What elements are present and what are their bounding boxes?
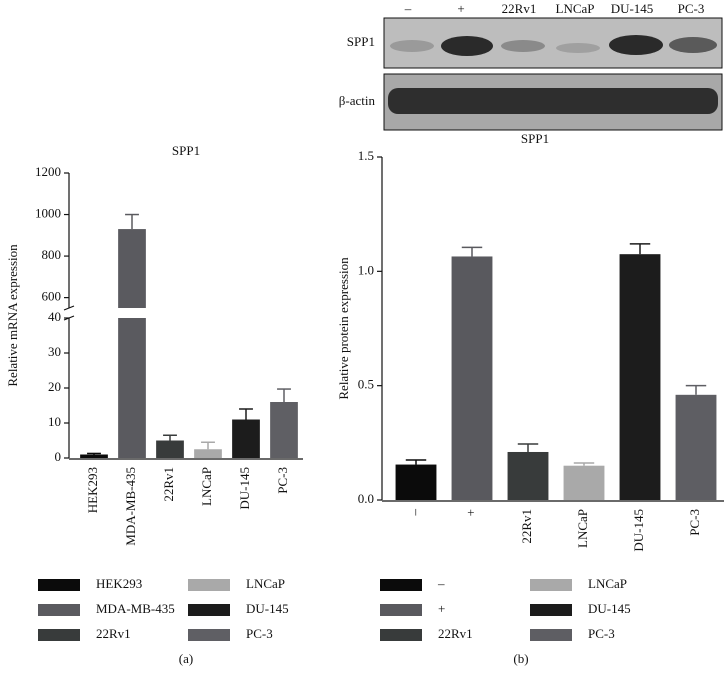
legend-label: – [437,576,445,591]
bar [270,402,298,458]
legend-swatch [38,579,80,591]
y-tick-label: 10 [48,414,61,429]
lane-label: – [404,1,412,16]
x-tick-label: PC-3 [275,467,290,494]
y-tick-label: 1000 [35,206,61,221]
bar [619,254,661,500]
legend-label: 22Rv1 [438,626,473,641]
blot-band [609,35,663,55]
panel-label: (b) [513,651,528,666]
y-tick-label: 600 [42,289,62,304]
blot-band [390,40,434,52]
lane-label: PC-3 [678,1,705,16]
western-blot: – + 22Rv1 LNCaP DU-145 PC-3 SPP1 β-actin [339,1,723,131]
lane-label: 22Rv1 [502,1,537,16]
y-tick-label: 1.0 [358,262,374,277]
x-tick-label: + [463,509,478,516]
bar [156,440,184,458]
y-tick-label: 40 [48,309,61,324]
y-tick-label: 0 [55,449,62,464]
legend-swatch [38,604,80,616]
x-tick-label: 22Rv1 [161,467,176,502]
y-axis-label: Relative protein expression [336,257,351,400]
lane-label: + [457,1,464,16]
bar [451,256,493,500]
bar [118,229,146,308]
legend-swatch [188,579,230,591]
legend-label: DU-145 [588,601,631,616]
x-tick-label: PC-3 [687,509,702,536]
bar [563,465,605,500]
x-tick-label: DU-145 [237,467,252,510]
axis-break [63,315,75,321]
legend-swatch [188,629,230,641]
y-tick-label: 800 [42,247,62,262]
x-tick-label: LNCaP [199,467,214,506]
chart-title: SPP1 [172,143,200,158]
y-tick-label: 30 [48,344,61,359]
legend-label: MDA-MB-435 [96,601,175,616]
legend-label: 22Rv1 [96,626,131,641]
blot-band [388,88,718,114]
lane-label: DU-145 [611,1,654,16]
lane-label: LNCaP [556,1,595,16]
bar [675,394,717,500]
y-axis-label: Relative mRNA expression [5,244,20,387]
legend-swatch [188,604,230,616]
row-label: SPP1 [347,34,375,49]
legend-label: LNCaP [246,576,285,591]
blot-band [669,37,717,53]
y-tick-label: 1.5 [358,148,374,163]
bar [80,454,108,458]
legend-swatch [530,604,572,616]
legend-swatch [380,629,422,641]
x-tick-label: – [407,509,422,517]
legend-swatch [380,579,422,591]
bar [232,419,260,458]
blot-band [441,36,493,56]
blot-band [501,40,545,52]
legend-label: PC-3 [588,626,615,641]
y-tick-label: 1200 [35,164,61,179]
x-tick-label: HEK293 [85,467,100,513]
legend-swatch [38,629,80,641]
chart-title: SPP1 [521,131,549,146]
legend-label: DU-145 [246,601,289,616]
bar [395,464,437,500]
legend-label: PC-3 [246,626,273,641]
x-tick-label: LNCaP [575,509,590,548]
axis-break [63,305,75,311]
legend-label: LNCaP [588,576,627,591]
bar [118,318,146,458]
y-tick-label: 20 [48,379,61,394]
blot-band [556,43,600,53]
y-tick-label: 0.0 [358,491,374,506]
row-label: β-actin [339,93,376,108]
legend-label: + [438,601,445,616]
bar [507,451,549,500]
x-tick-label: DU-145 [631,509,646,552]
legend-swatch [530,629,572,641]
legend-swatch [380,604,422,616]
legend-label: HEK293 [96,576,142,591]
x-tick-label: 22Rv1 [519,509,534,544]
x-tick-label: MDA-MB-435 [123,467,138,546]
bar [194,449,222,458]
blot-panel [383,17,723,69]
panel-label: (a) [179,651,193,666]
y-tick-label: 0.5 [358,377,374,392]
legend-swatch [530,579,572,591]
